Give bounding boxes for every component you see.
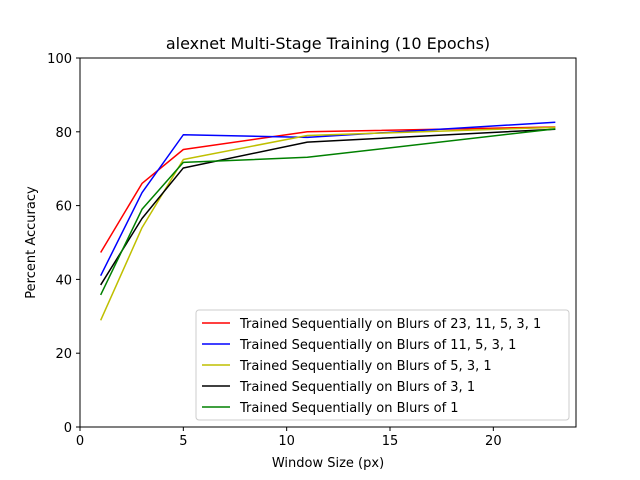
series-line-4 — [100, 128, 556, 286]
y-tick-label: 100 — [47, 52, 72, 67]
legend-box — [195, 309, 570, 421]
chart-title: alexnet Multi-Stage Training (10 Epochs) — [166, 34, 490, 53]
x-axis-label: Window Size (px) — [272, 456, 384, 471]
y-tick-label: 80 — [55, 126, 72, 141]
y-tick-label: 20 — [55, 347, 72, 362]
legend-label: Trained Sequentially on Blurs of 3, 1 — [239, 380, 475, 395]
series-lines — [99, 121, 556, 321]
series-line-3 — [99, 126, 556, 321]
series-line-1 — [100, 126, 556, 253]
y-tick-label: 40 — [55, 273, 72, 288]
x-tick-label: 10 — [278, 434, 295, 449]
x-tick-label: 0 — [76, 434, 84, 449]
series-line-5 — [99, 128, 556, 296]
plot-area-frame — [79, 57, 577, 428]
legend-label: Trained Sequentially on Blurs of 11, 5, … — [239, 338, 516, 353]
axis-ticks: 0 5 10 15 20 0 20 40 60 80 100 — [47, 52, 501, 449]
y-axis-label: Percent Accuracy — [24, 186, 39, 299]
legend-entries: Trained Sequentially on Blurs of 23, 11,… — [202, 317, 541, 416]
y-tick-label: 0 — [64, 421, 72, 436]
x-tick-label: 5 — [179, 434, 187, 449]
x-tick-label: 20 — [485, 434, 502, 449]
legend-label: Trained Sequentially on Blurs of 5, 3, 1 — [239, 359, 492, 374]
legend: Trained Sequentially on Blurs of 23, 11,… — [195, 309, 570, 421]
legend-label: Trained Sequentially on Blurs of 1 — [239, 401, 459, 416]
y-tick-label: 60 — [55, 200, 72, 215]
x-tick-label: 15 — [382, 434, 399, 449]
legend-label: Trained Sequentially on Blurs of 23, 11,… — [239, 317, 541, 332]
